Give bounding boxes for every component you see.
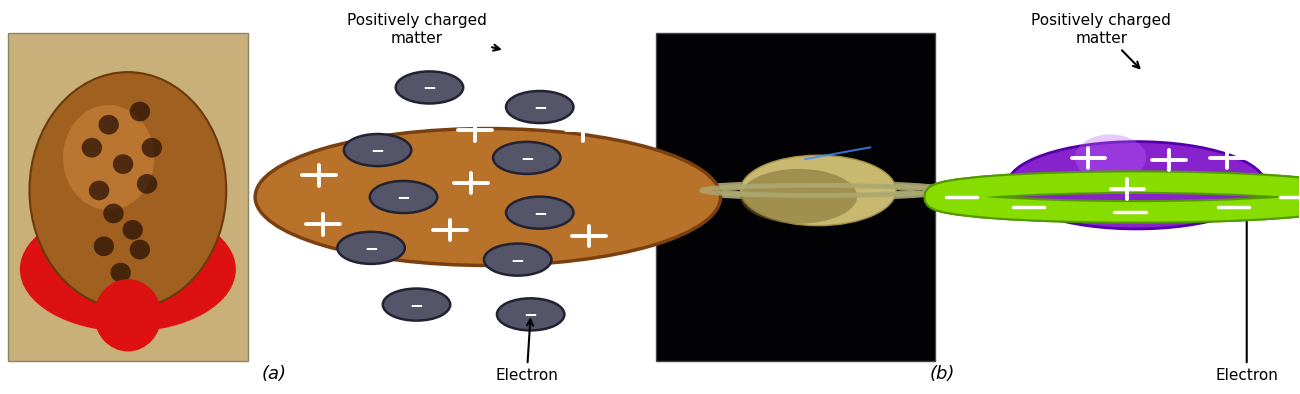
Ellipse shape [369, 181, 437, 213]
Ellipse shape [338, 232, 404, 264]
Ellipse shape [506, 197, 573, 229]
Ellipse shape [382, 288, 450, 321]
Ellipse shape [82, 138, 103, 158]
Text: −: − [511, 251, 525, 269]
Ellipse shape [113, 154, 134, 174]
Ellipse shape [484, 243, 551, 276]
Text: (b): (b) [930, 365, 954, 383]
Text: Positively charged
matter: Positively charged matter [1031, 13, 1171, 68]
Text: −: − [520, 149, 534, 167]
Text: −: − [370, 141, 385, 159]
Ellipse shape [741, 169, 857, 224]
Text: −: − [396, 188, 411, 206]
Ellipse shape [1008, 141, 1266, 229]
Ellipse shape [1075, 134, 1147, 181]
Ellipse shape [130, 102, 150, 121]
Text: −: − [524, 305, 538, 323]
Text: −: − [410, 296, 424, 314]
Text: Positively charged
matter: Positively charged matter [347, 13, 499, 51]
Ellipse shape [741, 155, 896, 226]
Ellipse shape [103, 204, 124, 223]
Ellipse shape [94, 236, 114, 256]
Ellipse shape [122, 220, 143, 240]
FancyBboxPatch shape [8, 33, 248, 361]
Text: −: − [422, 78, 437, 97]
Ellipse shape [255, 128, 720, 266]
Ellipse shape [64, 105, 155, 210]
Text: −: − [533, 204, 547, 222]
Ellipse shape [20, 207, 235, 332]
Text: (a): (a) [261, 365, 286, 383]
Ellipse shape [99, 115, 118, 135]
Ellipse shape [95, 279, 161, 351]
Ellipse shape [395, 71, 463, 104]
Ellipse shape [111, 263, 131, 282]
Ellipse shape [506, 91, 573, 123]
Ellipse shape [142, 138, 162, 158]
Ellipse shape [493, 142, 560, 174]
Ellipse shape [30, 72, 226, 309]
Text: −: − [364, 239, 378, 257]
Ellipse shape [344, 134, 411, 166]
Text: −: − [533, 98, 547, 116]
Ellipse shape [88, 180, 109, 200]
FancyBboxPatch shape [656, 33, 936, 361]
Text: Electron: Electron [495, 320, 558, 383]
Ellipse shape [497, 298, 564, 331]
Text: Electron: Electron [1216, 212, 1278, 383]
Ellipse shape [136, 174, 157, 194]
Ellipse shape [130, 240, 150, 259]
